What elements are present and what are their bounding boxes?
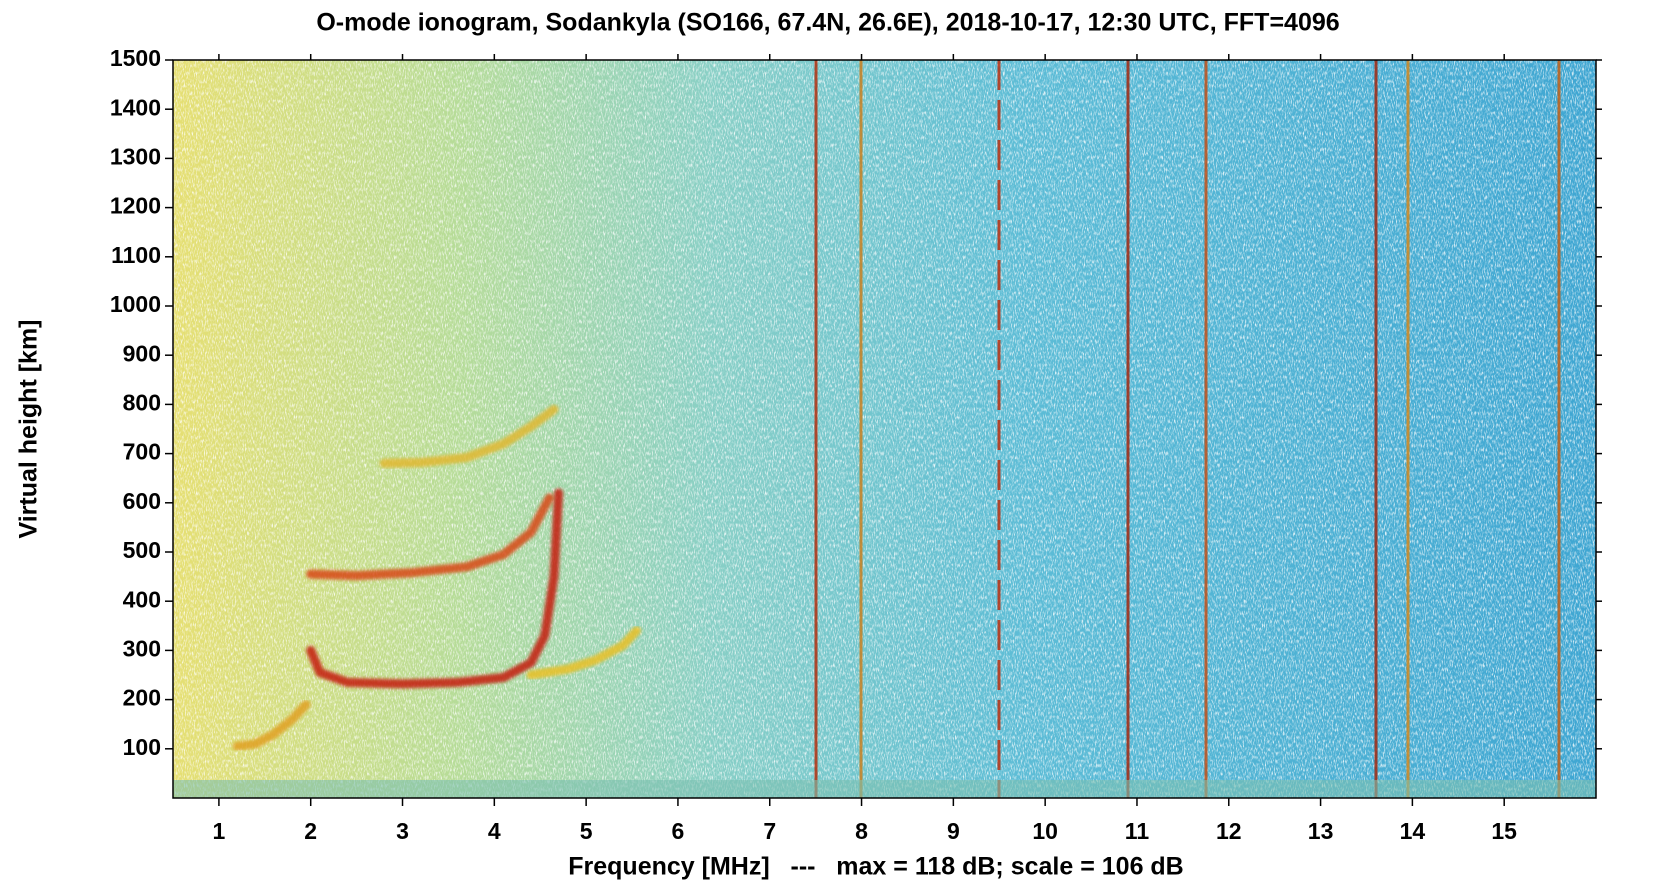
x-tick-label: 15: [1491, 818, 1517, 844]
x-tick-label: 6: [672, 818, 685, 844]
y-tick-label: 500: [123, 537, 161, 563]
x-tick-label: 10: [1032, 818, 1058, 844]
y-tick-label: 1200: [110, 193, 161, 219]
x-tick-label: 11: [1125, 818, 1150, 844]
x-tick-label: 5: [580, 818, 593, 844]
x-axis-label: Frequency [MHz] --- max = 118 dB; scale …: [568, 853, 1184, 881]
y-tick-label: 1400: [110, 94, 161, 120]
x-tick-label: 4: [488, 818, 501, 844]
y-tick-label: 900: [123, 340, 161, 366]
x-tick-label: 13: [1308, 818, 1334, 844]
y-tick-label: 700: [123, 439, 161, 465]
chart: O-mode ionogram, Sodankyla (SO166, 67.4N…: [0, 0, 1656, 881]
y-tick-label: 1300: [110, 143, 161, 169]
y-tick-label: 800: [123, 389, 161, 415]
x-tick-label: 2: [304, 818, 317, 844]
y-tick-label: 100: [123, 734, 161, 760]
x-tick-label: 14: [1400, 818, 1426, 844]
x-tick-label: 12: [1216, 818, 1242, 844]
y-axis-label: Virtual height [km]: [15, 319, 43, 538]
x-tick-label: 9: [947, 818, 960, 844]
y-tick-label: 1100: [111, 242, 161, 268]
y-tick-label: 300: [123, 635, 161, 661]
chart-title: O-mode ionogram, Sodankyla (SO166, 67.4N…: [316, 9, 1339, 37]
x-tick-label: 7: [763, 818, 776, 844]
y-tick-label: 1000: [110, 291, 161, 317]
x-tick-label: 3: [396, 818, 409, 844]
y-tick-label: 200: [123, 685, 161, 711]
y-tick-label: 400: [123, 586, 161, 612]
y-tick-label: 1500: [110, 45, 161, 71]
page: {"chart_data": { "type": "ionogram", "ti…: [0, 0, 1656, 881]
x-tick-label: 1: [213, 818, 226, 844]
x-tick-label: 8: [855, 818, 868, 844]
y-tick-label: 600: [123, 488, 161, 514]
